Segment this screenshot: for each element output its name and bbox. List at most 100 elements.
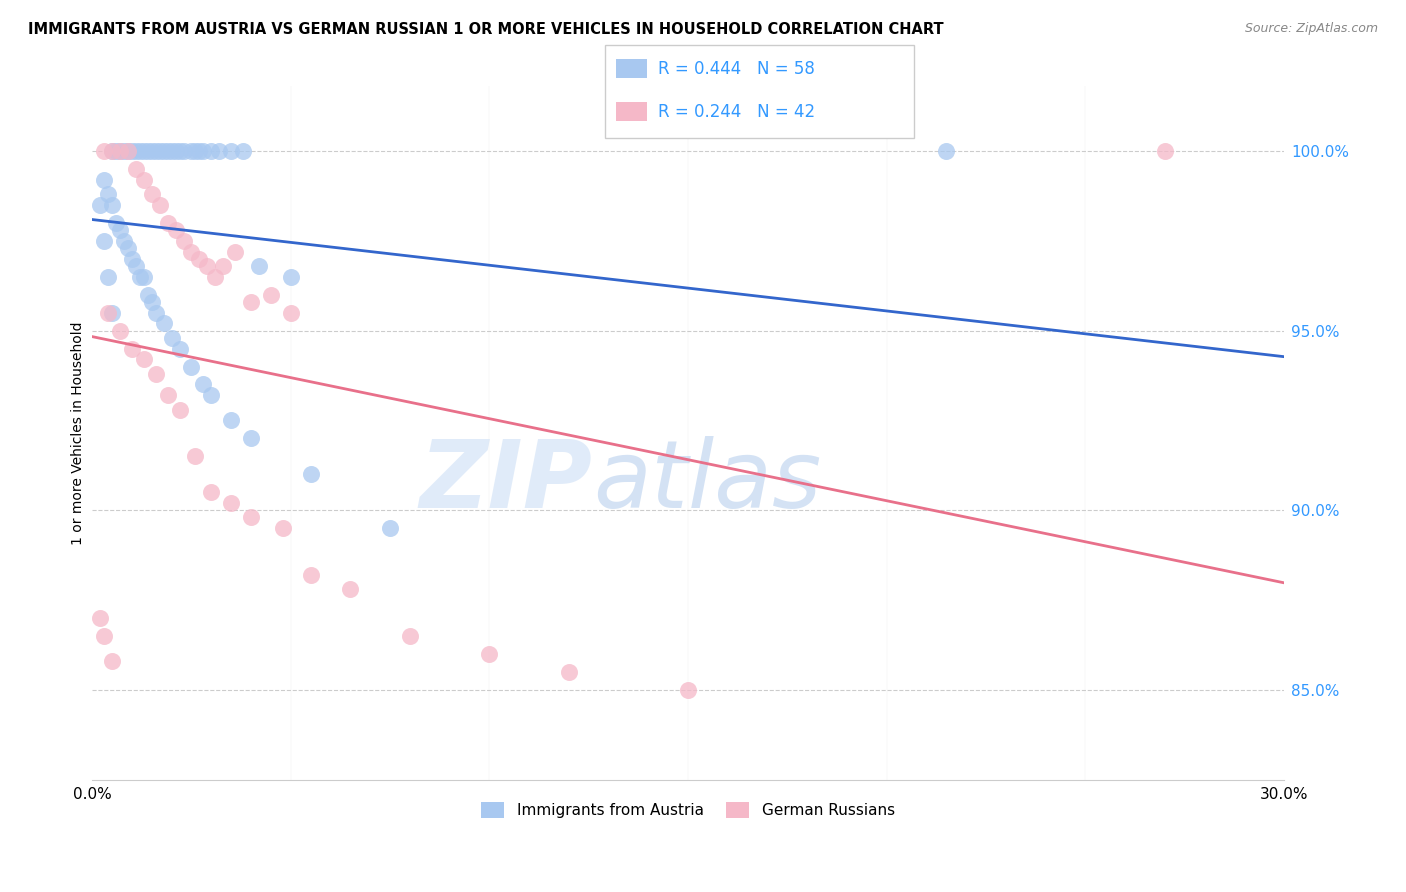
Point (112, 144, 135, 158)
Point (224, 244, 246, 259)
Point (101, 654, 124, 668)
Point (97, 187, 120, 202)
Point (247, 259, 270, 273)
Point (93, 144, 115, 158)
Text: IMMIGRANTS FROM AUSTRIA VS GERMAN RUSSIAN 1 OR MORE VEHICLES IN HOUSEHOLD CORREL: IMMIGRANTS FROM AUSTRIA VS GERMAN RUSSIA… (28, 22, 943, 37)
Point (193, 377, 215, 392)
Point (101, 306, 124, 320)
Point (219, 496, 242, 510)
Point (149, 144, 172, 158)
Text: Source: ZipAtlas.com: Source: ZipAtlas.com (1244, 22, 1378, 36)
Point (101, 144, 124, 158)
Point (117, 241, 139, 255)
Point (558, 665, 581, 679)
Point (399, 629, 422, 643)
Point (240, 294, 263, 309)
Point (212, 259, 235, 273)
Point (169, 144, 191, 158)
Point (188, 144, 211, 158)
Point (125, 259, 148, 273)
Point (145, 367, 167, 381)
Point (145, 144, 167, 158)
Point (184, 450, 207, 464)
Point (117, 144, 139, 158)
Point (299, 467, 322, 482)
Point (105, 144, 128, 158)
Point (1153, 144, 1175, 158)
Point (132, 269, 155, 284)
Point (240, 510, 263, 524)
Text: R = 0.244   N = 42: R = 0.244 N = 42 (658, 103, 815, 120)
Point (145, 306, 167, 320)
Point (169, 402, 191, 417)
Point (128, 144, 150, 158)
Point (132, 173, 155, 187)
Point (271, 521, 294, 535)
Point (200, 388, 222, 402)
Point (125, 161, 148, 176)
Point (101, 198, 124, 212)
Point (156, 216, 179, 230)
Point (219, 413, 242, 427)
Point (165, 144, 187, 158)
Point (108, 144, 131, 158)
Point (121, 144, 143, 158)
Point (299, 567, 322, 582)
Point (478, 647, 501, 661)
Point (160, 144, 183, 158)
Point (141, 144, 163, 158)
Point (112, 234, 135, 248)
Point (93, 629, 115, 643)
Point (169, 342, 191, 356)
Point (156, 388, 179, 402)
Point (188, 252, 211, 266)
Point (121, 342, 143, 356)
Point (195, 259, 218, 273)
Point (125, 144, 148, 158)
Point (184, 144, 207, 158)
Point (108, 144, 131, 158)
Point (173, 144, 195, 158)
Point (280, 269, 302, 284)
Point (136, 144, 159, 158)
Point (160, 331, 183, 345)
Point (93, 173, 115, 187)
Point (378, 521, 401, 535)
Point (97, 306, 120, 320)
Text: R = 0.444   N = 58: R = 0.444 N = 58 (658, 60, 815, 78)
Point (165, 223, 187, 237)
Point (676, 682, 699, 697)
Point (93, 234, 115, 248)
Point (935, 144, 957, 158)
Point (200, 485, 222, 500)
Point (97, 269, 120, 284)
Point (156, 144, 179, 158)
Legend: Immigrants from Austria, German Russians: Immigrants from Austria, German Russians (475, 796, 901, 824)
Point (141, 294, 163, 309)
Point (152, 144, 174, 158)
Point (101, 144, 124, 158)
Point (180, 144, 202, 158)
Point (149, 198, 172, 212)
Point (121, 252, 143, 266)
Text: ZIP: ZIP (420, 435, 593, 527)
Point (219, 144, 242, 158)
Text: atlas: atlas (593, 436, 821, 527)
Point (208, 144, 231, 158)
Point (128, 269, 150, 284)
Point (132, 144, 155, 158)
Point (105, 216, 128, 230)
Point (108, 324, 131, 338)
Point (89, 198, 111, 212)
Point (260, 287, 283, 301)
Point (180, 244, 202, 259)
Point (193, 144, 215, 158)
Point (132, 352, 155, 367)
Point (108, 223, 131, 237)
Y-axis label: 1 or more Vehicles in Household: 1 or more Vehicles in Household (72, 321, 86, 545)
Point (173, 234, 195, 248)
Point (204, 269, 226, 284)
Point (136, 287, 159, 301)
Point (280, 306, 302, 320)
Point (232, 144, 254, 158)
